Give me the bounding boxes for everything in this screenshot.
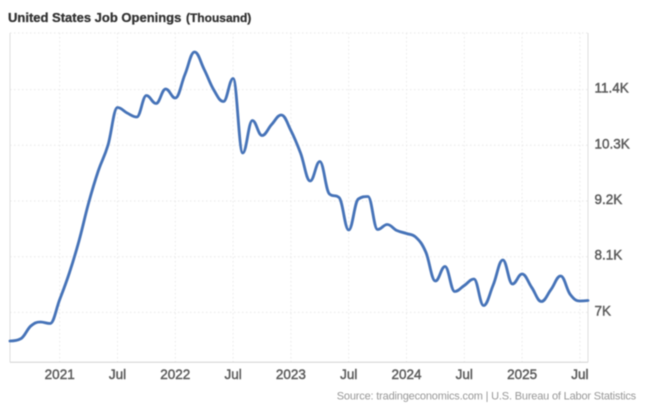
svg-text:7K: 7K [595,303,612,318]
svg-text:10.3K: 10.3K [595,136,630,151]
svg-text:9.2K: 9.2K [595,192,623,207]
svg-text:United States Job Openings (Th: United States Job Openings (Thousand) [8,10,251,25]
svg-text:8.1K: 8.1K [595,248,623,263]
svg-text:2025: 2025 [507,367,537,382]
svg-text:Jul: Jul [456,367,473,382]
svg-text:Jul: Jul [340,367,357,382]
svg-text:2022: 2022 [160,367,190,382]
svg-text:Jul: Jul [571,367,588,382]
svg-text:Jul: Jul [109,367,126,382]
svg-text:2024: 2024 [391,367,422,382]
svg-text:Source: tradingeconomics.com |: Source: tradingeconomics.com | U.S. Bure… [337,391,637,403]
svg-text:Jul: Jul [224,367,241,382]
svg-text:2021: 2021 [45,367,75,382]
svg-text:2023: 2023 [276,367,306,382]
svg-text:11.4K: 11.4K [595,81,629,96]
